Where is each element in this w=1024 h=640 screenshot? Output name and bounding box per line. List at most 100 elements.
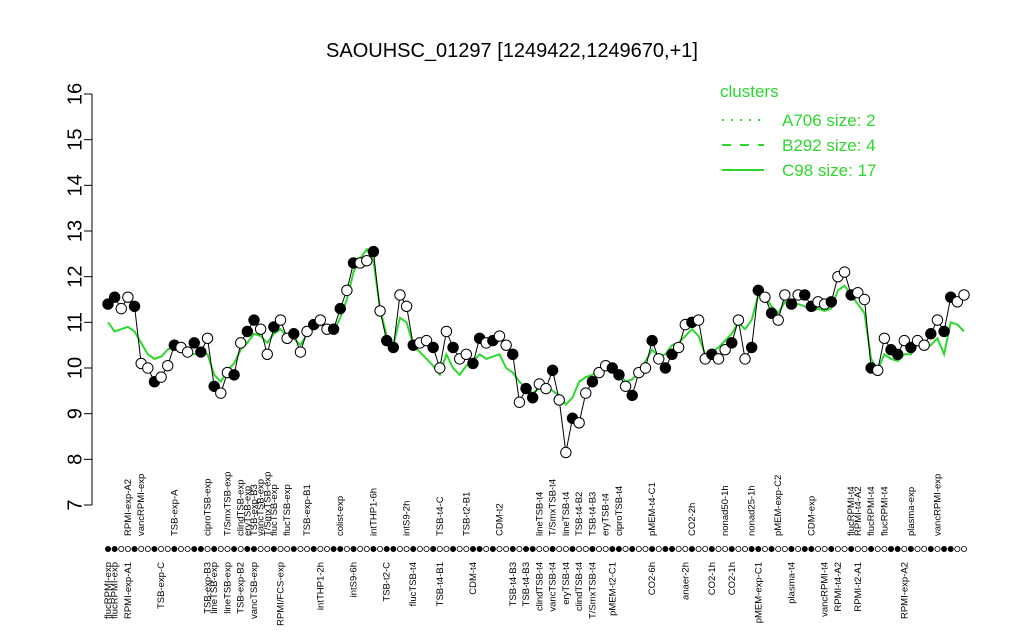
sample-marker [416, 546, 423, 553]
y-axis: 7 8 9 10 11 12 13 14 15 16 [64, 83, 92, 511]
x-tick-label: CO2-6h [647, 562, 658, 595]
data-point [341, 284, 353, 297]
sample-marker [894, 546, 901, 553]
x-tick-label: T/SmxTSB-exp [262, 472, 273, 536]
sample-marker [629, 546, 636, 553]
x-tick-label: flucRPMI-t4 [879, 486, 890, 536]
x-tick-label: clindTSB-t4 [574, 562, 585, 611]
x-tick-label: vancTSB-t4 [548, 562, 559, 612]
sample-marker [124, 546, 131, 553]
data-point [380, 334, 393, 347]
data-point [294, 346, 307, 358]
sample-marker [171, 546, 178, 553]
data-point [546, 364, 559, 376]
data-point [374, 305, 386, 317]
sample-marker [881, 546, 888, 553]
data-point [931, 314, 944, 326]
data-point [327, 323, 340, 335]
x-tick-label: CDM-t2 [495, 503, 506, 536]
x-tick-label: clindTSB-t4 [534, 562, 545, 611]
x-tick-label: flucTSB-t4 [408, 562, 419, 606]
sample-marker [390, 546, 397, 553]
sample-marker [834, 546, 841, 553]
sample-marker [503, 546, 510, 553]
sample-marker [708, 546, 715, 553]
sample-marker [456, 546, 463, 553]
x-tick-label: clindTSB-exp [236, 480, 247, 537]
sample-marker [907, 546, 914, 553]
x-tick-label: vancRPMI-t4 [820, 562, 831, 617]
sample-marker [523, 546, 530, 553]
data-point [195, 346, 207, 358]
x-tick-label: RPMI-exp-A2 [123, 479, 134, 536]
sample-marker [450, 546, 457, 553]
sample-marker [423, 546, 430, 553]
sample-marker [118, 546, 125, 553]
sample-marker [688, 546, 695, 553]
sample-marker [131, 546, 138, 553]
x-tick-label: flucRPMI-exp [103, 562, 114, 619]
sample-marker [357, 546, 364, 553]
data-point [619, 380, 632, 392]
sample-marker [854, 546, 861, 553]
sample-marker [582, 546, 589, 553]
data-point [460, 348, 473, 360]
sample-marker [191, 546, 198, 553]
x-tick-label: intS9-6h [349, 562, 360, 597]
data-point [606, 362, 619, 374]
sample-marker [284, 546, 291, 553]
x-tick-label: T/SmxTSB-t4 [587, 562, 598, 619]
sample-marker [642, 546, 649, 553]
data-point [208, 380, 220, 392]
x-tick-label: TSB-t4-B3 [587, 492, 598, 536]
sample-marker [483, 546, 490, 553]
data-point [520, 382, 532, 395]
data-point [951, 296, 964, 308]
data-point [274, 314, 287, 326]
data-point [752, 284, 764, 297]
data-point [447, 341, 459, 354]
y-tick-label: 14 [64, 174, 86, 196]
data-point [553, 394, 565, 406]
data-point [440, 325, 453, 338]
data-point [201, 332, 214, 345]
legend-label: C98 size: 17 [782, 161, 877, 180]
x-tick-label: TSB-t4-B2 [574, 492, 585, 536]
sample-marker [536, 546, 543, 553]
data-point [493, 330, 506, 342]
x-tick-label: RPMI-t2-A1 [853, 562, 864, 612]
data-point [739, 353, 751, 365]
sample-marker [914, 546, 921, 553]
data-point [613, 369, 625, 381]
sample-marker [529, 546, 536, 553]
x-tick-label: RPMI/FCS-exp [276, 562, 287, 626]
sample-marker [868, 546, 875, 553]
sample-marker [954, 546, 961, 553]
sample-marker [211, 546, 218, 553]
sample-marker [768, 546, 775, 553]
sample-marker [231, 546, 238, 553]
data-point [672, 341, 685, 354]
data-point [659, 362, 672, 374]
data-point [241, 325, 254, 338]
data-point [540, 382, 552, 395]
x-tick-label: colist-exp [335, 496, 346, 536]
sample-marker [888, 546, 895, 553]
x-tick-label: plasma-t4 [786, 562, 797, 604]
data-point [891, 348, 904, 360]
x-tick-label: plasma-exp [906, 487, 917, 536]
sample-marker [655, 546, 662, 553]
sample-marker [682, 546, 689, 553]
data-point [872, 364, 884, 376]
data-point [314, 314, 327, 326]
sample-marker [549, 546, 556, 553]
data-point [115, 302, 127, 315]
sample-marker [941, 546, 948, 553]
x-tick-label: TSB-exp-B2 [236, 562, 247, 614]
sample-marker [821, 546, 828, 553]
sample-marker [848, 546, 855, 553]
x-tick-label: pMEM-exp-C1 [753, 562, 764, 623]
y-tick-label: 13 [64, 220, 86, 242]
legend-title: clusters [720, 82, 779, 101]
data-point [593, 366, 605, 379]
